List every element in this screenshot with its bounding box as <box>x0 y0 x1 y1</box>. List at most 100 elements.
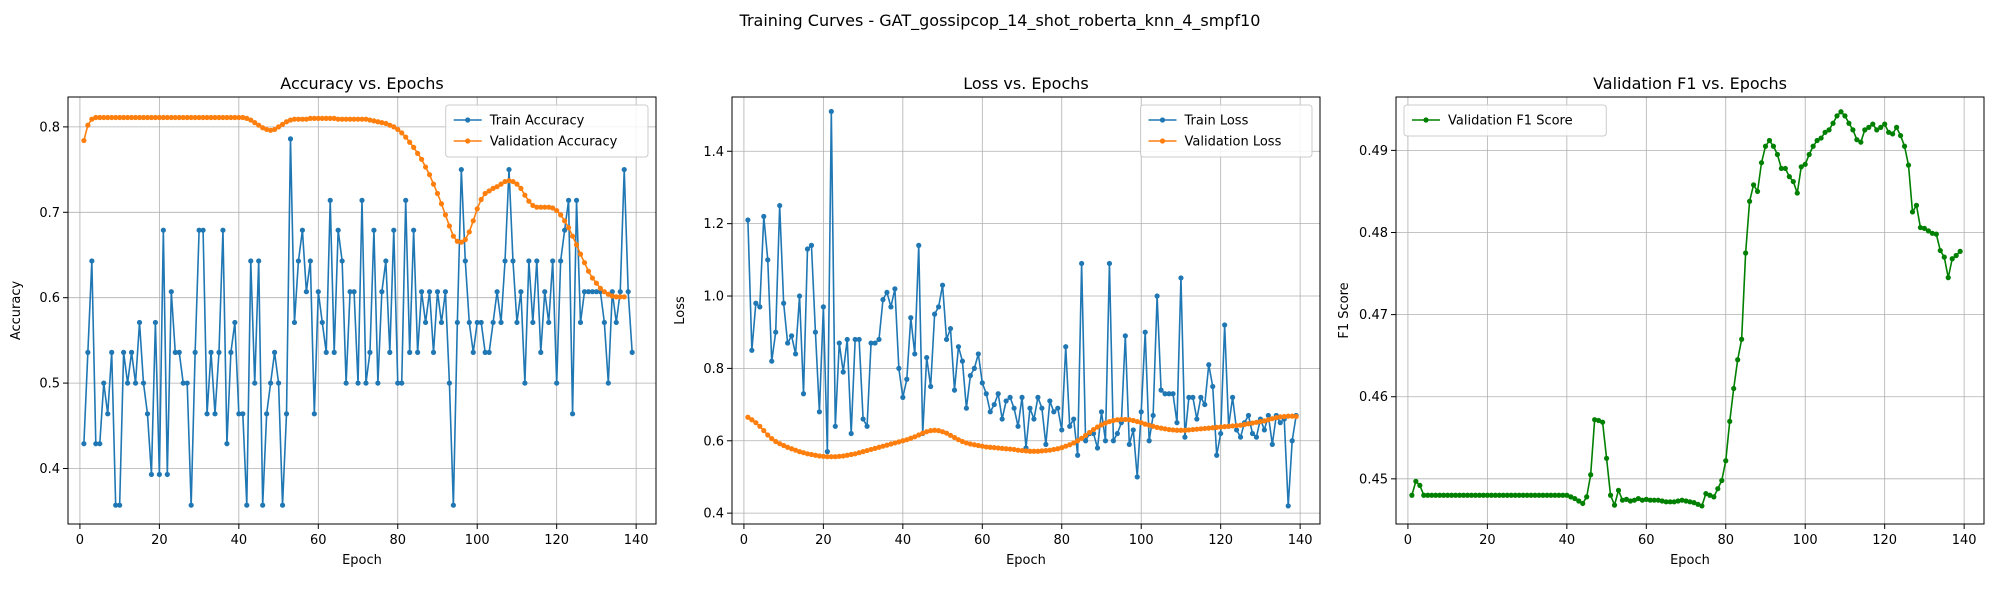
accuracy-data-point <box>303 116 309 122</box>
loss-data-point <box>1023 448 1029 454</box>
accuracy-data-point <box>367 349 373 355</box>
loss-xtick-label: 0 <box>740 533 748 548</box>
loss-data-point <box>844 336 850 343</box>
accuracy-data-point <box>271 126 278 133</box>
accuracy-data-point <box>236 114 242 121</box>
accuracy-data-point <box>216 114 222 121</box>
f1-data-point <box>1778 165 1784 172</box>
loss-data-point <box>1102 420 1109 426</box>
accuracy-data-point <box>283 411 290 417</box>
accuracy-data-point <box>85 122 91 128</box>
f1-data-point <box>1643 496 1649 502</box>
loss-data-point <box>856 450 862 456</box>
loss-data-point <box>777 202 783 209</box>
accuracy-data-point <box>109 349 115 355</box>
loss-data-point <box>1027 405 1033 411</box>
loss-data-point <box>1162 426 1168 432</box>
loss-data-point <box>939 282 946 288</box>
loss-data-point <box>1122 416 1128 423</box>
accuracy-data-point <box>113 114 119 121</box>
loss-data-point <box>880 443 886 449</box>
loss-data-point <box>1249 430 1256 437</box>
loss-data-point <box>1146 422 1152 428</box>
loss-data-point <box>1110 438 1117 444</box>
f1-data-point <box>1731 385 1737 392</box>
accuracy-data-point <box>371 118 377 124</box>
loss-data-point <box>1233 427 1240 433</box>
accuracy-data-point <box>446 380 453 386</box>
loss-data-point <box>1178 275 1184 281</box>
f1-data-point <box>1441 492 1447 498</box>
loss-data-point <box>800 450 807 456</box>
f1-data-point <box>1850 127 1856 133</box>
loss-data-point <box>848 451 854 458</box>
loss-data-point <box>1150 412 1156 419</box>
loss-data-point <box>761 213 767 220</box>
loss-data-point <box>1051 446 1057 453</box>
accuracy-data-point <box>418 289 425 295</box>
loss-data-point <box>749 417 755 423</box>
accuracy-data-point <box>379 120 385 126</box>
accuracy-data-point <box>613 294 619 300</box>
f1-data-point <box>1468 492 1475 498</box>
f1-data-point <box>1774 151 1781 158</box>
accuracy-data-point <box>601 319 607 326</box>
accuracy-data-point <box>180 114 186 121</box>
f1-data-point <box>1679 497 1685 503</box>
f1-data-point <box>1449 492 1455 498</box>
f1-data-point <box>1607 492 1614 498</box>
accuracy-data-point <box>569 233 576 239</box>
loss-data-point <box>1229 394 1236 400</box>
loss-data-point <box>788 446 795 452</box>
accuracy-chart-title: Accuracy vs. Epochs <box>280 74 443 93</box>
accuracy-data-point <box>200 114 206 121</box>
f1-data-point <box>1715 486 1721 492</box>
loss-data-point <box>1106 260 1113 267</box>
f1-data-point <box>1739 336 1745 342</box>
accuracy-data-point <box>403 197 409 203</box>
accuracy-data-point <box>299 116 306 122</box>
loss-data-point <box>1027 448 1033 454</box>
accuracy-data-point <box>530 319 536 326</box>
loss-legend: Train Loss Validation Loss <box>1140 104 1313 158</box>
f1-data-point <box>1659 498 1665 504</box>
loss-data-point <box>1035 448 1041 454</box>
accuracy-data-point <box>426 172 433 178</box>
loss-data-point <box>1237 422 1244 428</box>
loss-data-point <box>896 365 902 371</box>
accuracy-data-point <box>81 137 87 144</box>
accuracy-data-point <box>597 285 603 291</box>
loss-data-point <box>983 391 989 397</box>
accuracy-y-axis-label: Accuracy <box>9 281 24 341</box>
accuracy-data-point <box>450 502 456 508</box>
accuracy-legend-marker <box>465 138 471 144</box>
accuracy-data-point <box>212 114 218 121</box>
loss-data-point <box>1237 434 1244 440</box>
f1-data-point <box>1810 143 1816 149</box>
f1-data-point <box>1842 113 1848 119</box>
accuracy-data-point <box>252 380 258 386</box>
accuracy-data-point <box>375 119 381 125</box>
accuracy-ytick-label: 0.5 <box>39 377 60 392</box>
f1-data-point <box>1635 495 1641 502</box>
accuracy-xtick-label: 0 <box>76 533 84 548</box>
loss-data-point <box>1011 446 1017 453</box>
accuracy-data-point <box>526 198 532 204</box>
accuracy-data-point <box>188 502 194 508</box>
accuracy-data-point <box>132 380 139 386</box>
accuracy-data-point <box>359 116 365 122</box>
loss-data-point <box>836 453 842 459</box>
accuracy-data-point <box>240 114 246 121</box>
f1-data-point <box>1496 492 1502 498</box>
accuracy-data-point <box>220 227 226 233</box>
f1-data-point <box>1611 502 1618 508</box>
accuracy-xtick-label: 120 <box>544 533 569 548</box>
f1-data-point <box>1437 492 1443 498</box>
f1-data-point <box>1933 231 1939 237</box>
loss-data-point <box>824 449 830 455</box>
loss-data-point <box>995 445 1001 451</box>
loss-data-point <box>1285 503 1291 509</box>
accuracy-data-point <box>347 116 353 122</box>
accuracy-data-point <box>466 319 472 326</box>
loss-data-point <box>828 108 834 115</box>
